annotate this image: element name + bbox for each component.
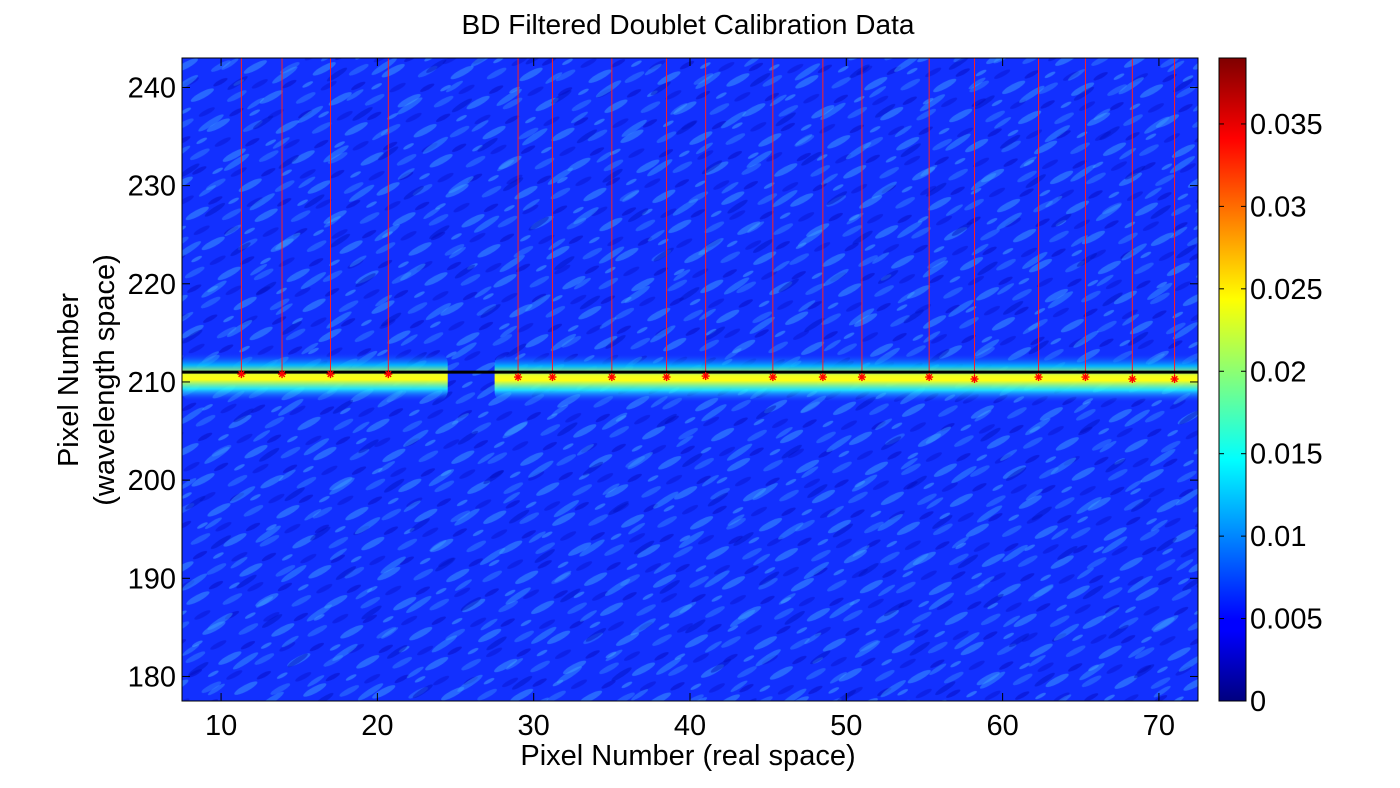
peak-marker-16 (1081, 373, 1090, 382)
colorbar-tick-label: 0.005 (1250, 604, 1323, 636)
peak-marker-4 (384, 370, 393, 379)
colorbar-tick-label: 0.01 (1250, 521, 1306, 553)
colorbar-tick-label: 0.03 (1250, 191, 1306, 223)
x-axis: 10 20 30 40 50 60 70 (205, 58, 1175, 742)
band-segment-left (182, 353, 448, 402)
peak-markers (237, 370, 1179, 384)
colorbar-tick-label: 0.035 (1250, 109, 1323, 141)
band-segment-right (494, 354, 1198, 403)
x-tick-label: 60 (986, 710, 1018, 742)
peak-marker-18 (1170, 375, 1179, 384)
colorbar-tick-label: 0 (1250, 686, 1266, 718)
marker-lines (240, 58, 1176, 380)
y-axis-label-line-2: (wavelength space) (89, 254, 121, 505)
x-axis-label: Pixel Number (real space) (520, 740, 855, 772)
x-tick-label: 70 (1143, 710, 1175, 742)
peak-marker-2 (278, 370, 287, 379)
y-tick-label: 210 (128, 367, 176, 399)
emission-band (182, 353, 1198, 403)
colorbar-tick-label: 0.015 (1250, 439, 1323, 471)
x-tick-label: 10 (205, 710, 237, 742)
peak-marker-6 (548, 373, 557, 382)
x-tick-label: 40 (674, 710, 706, 742)
peak-marker-1 (237, 370, 246, 379)
y-axis-label-line-1: Pixel Number (53, 293, 85, 467)
colorbar-gradient (1218, 57, 1247, 702)
peak-marker-17 (1128, 375, 1137, 384)
peak-marker-12 (857, 373, 866, 382)
y-tick-label: 230 (128, 171, 176, 203)
peak-marker-13 (925, 373, 934, 382)
peak-marker-5 (514, 373, 523, 382)
colorbar-ticks: 0 0.005 0.01 0.015 0.02 0.025 0.03 0.035 (1219, 109, 1323, 718)
peak-marker-9 (701, 372, 710, 381)
peak-marker-8 (662, 373, 671, 382)
y-tick-label: 190 (128, 563, 176, 595)
x-tick-label: 50 (830, 710, 862, 742)
peak-marker-3 (326, 370, 335, 379)
x-tick-label: 30 (518, 710, 550, 742)
chart-title: BD Filtered Doublet Calibration Data (462, 9, 915, 40)
heatmap-plot-area (182, 58, 1198, 701)
peak-marker-15 (1034, 373, 1043, 382)
y-axis: 180 190 200 210 220 230 240 (128, 72, 1198, 693)
y-tick-label: 220 (128, 269, 176, 301)
x-tick-label: 20 (361, 710, 393, 742)
peak-marker-14 (970, 375, 979, 384)
peak-marker-10 (768, 373, 777, 382)
y-tick-label: 240 (128, 72, 176, 104)
y-tick-label: 180 (128, 661, 176, 693)
peak-marker-7 (607, 373, 616, 382)
colorbar: 0 0.005 0.01 0.015 0.02 0.025 0.03 0.035 (1218, 57, 1323, 718)
y-tick-label: 200 (128, 465, 176, 497)
colorbar-tick-label: 0.02 (1250, 356, 1306, 388)
peak-marker-11 (818, 373, 827, 382)
y-axis-label: Pixel Number (wavelength space) (53, 254, 121, 505)
colorbar-tick-label: 0.025 (1250, 274, 1323, 306)
